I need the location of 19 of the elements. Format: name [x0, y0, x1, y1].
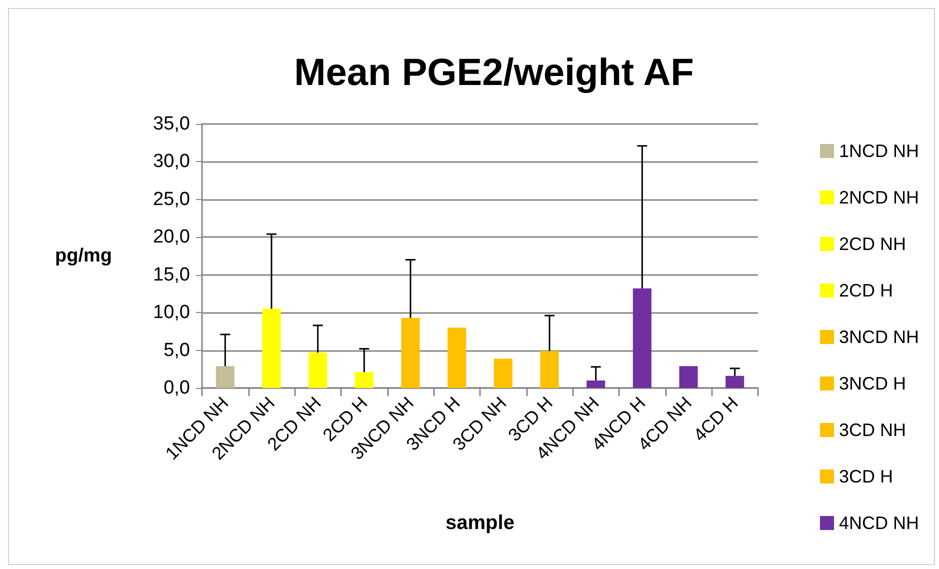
legend-label: 2CD H: [838, 280, 894, 300]
x-axis-title: sample: [446, 512, 514, 534]
legend-label: 1NCD NH: [838, 141, 920, 161]
legend-label: 3CD H: [838, 466, 894, 486]
y-tick-label: 20,0: [153, 226, 190, 248]
chart-title: Mean PGE2/weight AF: [294, 52, 694, 94]
legend-label: 2CD NH: [838, 234, 906, 254]
y-tick-label: 30,0: [153, 151, 190, 172]
legend-label: 2NCD NH: [838, 188, 920, 208]
legend-label: 3NCD H: [838, 374, 906, 394]
y-axis-title: pg/mg: [55, 246, 112, 266]
y-tick-label: 10,0: [153, 302, 190, 324]
y-tick-label: 15,0: [153, 264, 190, 286]
legend-label: 3NCD NH: [838, 327, 920, 347]
legend-label: 4NCD NH: [838, 513, 920, 533]
y-tick-label: 25,0: [153, 188, 190, 210]
y-tick-label: 0,0: [164, 378, 190, 398]
y-tick-label: 35,0: [153, 114, 190, 134]
y-tick-label: 5,0: [164, 340, 190, 361]
